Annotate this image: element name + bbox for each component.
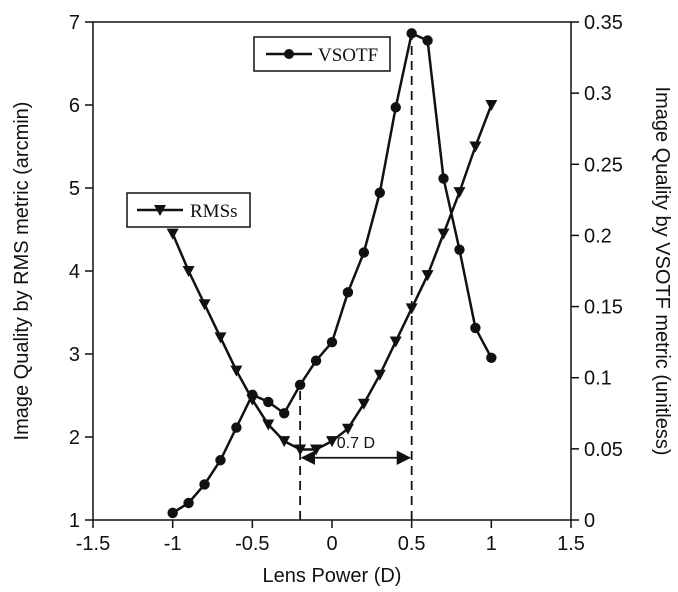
x-axis-ticks: -1.5 -1 -0.5 0 0.5 1 1.5 bbox=[76, 520, 585, 555]
y-right-tick-label: 0.2 bbox=[584, 225, 612, 247]
series-vsotf-point bbox=[374, 187, 385, 198]
series-layer bbox=[166, 28, 498, 519]
series-rmss-point bbox=[262, 419, 275, 431]
series-vsotf-point bbox=[263, 396, 274, 408]
series-rmss-point bbox=[294, 444, 307, 456]
series-rmss-point bbox=[278, 436, 291, 448]
series-vsotf-point bbox=[247, 389, 258, 400]
series-vsotf-point bbox=[310, 355, 322, 366]
series-vsotf-point bbox=[438, 173, 449, 184]
series-vsotf-point bbox=[279, 408, 290, 419]
legend-vsotf-marker bbox=[284, 49, 294, 59]
legend-vsotf-label: VSOTF bbox=[318, 45, 378, 66]
series-vsotf-point bbox=[167, 507, 178, 519]
x-tick-label: 0.5 bbox=[398, 533, 426, 555]
x-tick-label: 1.5 bbox=[557, 533, 585, 555]
y-left-tick-label: 6 bbox=[69, 95, 80, 117]
annotations: 0.7 D bbox=[300, 435, 412, 465]
x-tick-label: -0.5 bbox=[235, 533, 269, 555]
series-rmss-point bbox=[326, 436, 338, 448]
y-left-axis-title: Image Quality by RMS metric (arcmin) bbox=[11, 102, 33, 441]
series-vsotf-point bbox=[342, 287, 354, 298]
y-left-tick-label: 7 bbox=[69, 12, 80, 34]
x-tick-label: -1.5 bbox=[76, 533, 110, 555]
series-vsotf bbox=[167, 28, 497, 519]
series-rmss-point bbox=[469, 141, 482, 153]
series-vsotf-point bbox=[215, 455, 226, 466]
series-vsotf-point bbox=[358, 247, 370, 258]
y-left-tick-label: 5 bbox=[69, 178, 80, 200]
y-right-tick-label: 0.1 bbox=[584, 368, 612, 390]
y-left-tick-label: 1 bbox=[69, 510, 80, 532]
y-left-axis-ticks: 1 2 3 4 5 6 7 bbox=[69, 12, 93, 532]
series-vsotf-point bbox=[406, 28, 417, 39]
y-right-tick-label: 0.15 bbox=[584, 297, 623, 319]
series-rmss-point bbox=[166, 228, 179, 240]
series-vsotf-point bbox=[294, 379, 306, 391]
y-right-tick-label: 0.05 bbox=[584, 439, 623, 461]
y-right-tick-label: 0.3 bbox=[584, 83, 612, 105]
series-rmss-point bbox=[405, 303, 418, 315]
series-rmss-point bbox=[341, 423, 354, 435]
series-vsotf-point bbox=[486, 352, 497, 363]
series-rmss-point bbox=[437, 228, 450, 240]
series-rmss-line bbox=[171, 104, 493, 451]
series-rmss-point bbox=[485, 100, 498, 111]
y-right-tick-label: 0.25 bbox=[584, 154, 623, 176]
series-rmss-point bbox=[357, 398, 370, 410]
x-axis-title: Lens Power (D) bbox=[263, 565, 402, 587]
series-rmss-point bbox=[214, 332, 227, 344]
series-rmss bbox=[166, 100, 498, 456]
legend-rmss: RMSs bbox=[126, 192, 251, 228]
x-tick-label: 1 bbox=[486, 533, 497, 555]
series-rmss-point bbox=[182, 266, 195, 277]
series-rmss-point bbox=[453, 187, 466, 199]
series-vsotf-point bbox=[199, 479, 210, 490]
series-rmss-point bbox=[310, 444, 323, 456]
legend-vsotf: VSOTF bbox=[253, 36, 391, 72]
x-tick-label: 0 bbox=[326, 533, 337, 555]
y-right-tick-label: 0.35 bbox=[584, 12, 623, 34]
series-vsotf-point bbox=[326, 336, 338, 348]
y-left-tick-label: 2 bbox=[69, 427, 80, 449]
x-tick-label: -1 bbox=[164, 533, 182, 555]
y-left-tick-label: 4 bbox=[69, 261, 80, 283]
series-rmss-point bbox=[230, 365, 243, 377]
series-vsotf-point bbox=[231, 422, 242, 433]
series-rmss-point bbox=[421, 270, 434, 282]
series-vsotf-point bbox=[454, 244, 465, 255]
series-vsotf-point bbox=[390, 102, 401, 113]
series-rmss-point bbox=[389, 336, 402, 348]
y-right-axis-ticks: 0 0.05 0.1 0.15 0.2 0.25 0.3 0.35 bbox=[571, 12, 623, 532]
y-right-axis-title: Image Quality by VSOTF metric (unitless) bbox=[651, 87, 673, 456]
legend-rmss-label: RMSs bbox=[190, 201, 238, 222]
series-vsotf-point bbox=[183, 497, 194, 509]
y-right-tick-label: 0 bbox=[584, 510, 595, 532]
series-vsotf-point bbox=[470, 322, 481, 334]
y-left-tick-label: 3 bbox=[69, 344, 80, 366]
series-rmss-point bbox=[373, 369, 386, 381]
annotation-label: 0.7 D bbox=[337, 435, 375, 452]
series-vsotf-point bbox=[422, 35, 433, 46]
legend-rmss-marker bbox=[154, 205, 166, 216]
series-rmss-point bbox=[198, 299, 211, 311]
